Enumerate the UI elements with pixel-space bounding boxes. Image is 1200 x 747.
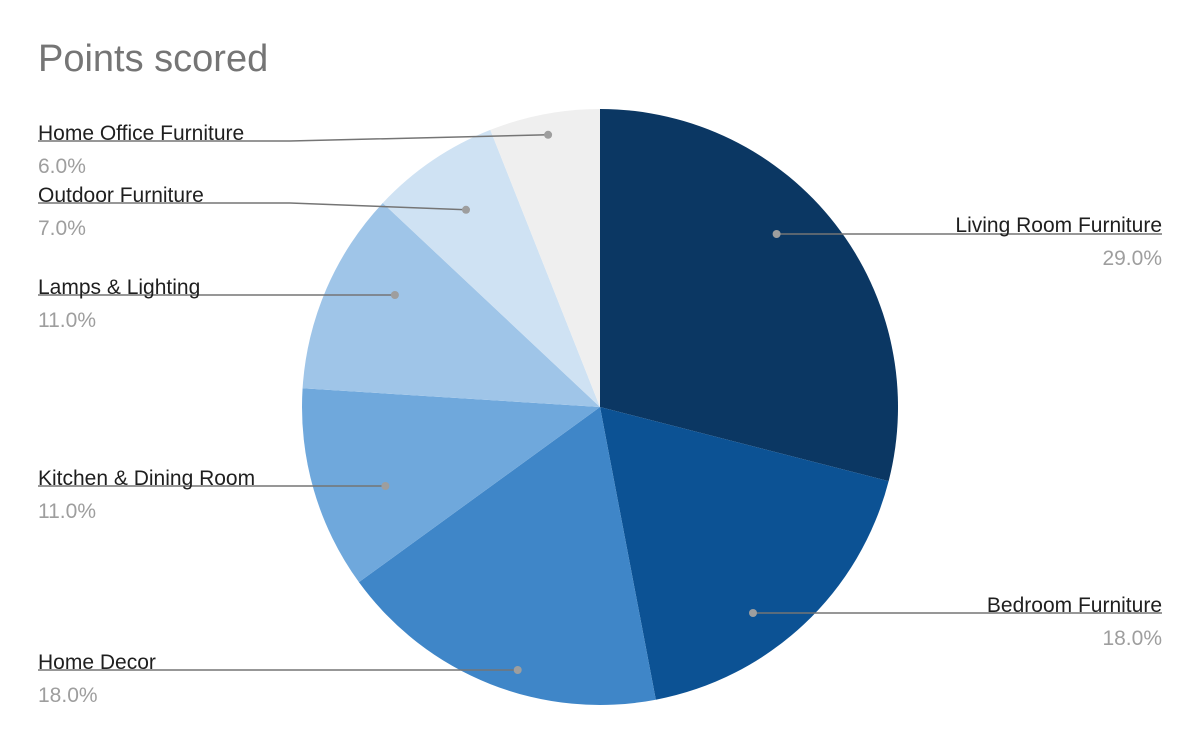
chart-title: Points scored bbox=[38, 38, 269, 80]
slice-percent-bedroom-furniture: 18.0% bbox=[1102, 627, 1162, 650]
slice-percent-kitchen-and-dining-room: 11.0% bbox=[38, 500, 96, 523]
leader-dot-outdoor-furniture bbox=[462, 205, 470, 214]
leader-dot-kitchen-and-dining-room bbox=[381, 482, 390, 490]
leader-dot-living-room-furniture bbox=[772, 230, 781, 238]
slice-percent-home-decor: 18.0% bbox=[38, 684, 98, 707]
pie-slice-home-office-furniture[interactable] bbox=[490, 109, 600, 407]
slice-label-home-decor: Home Decor bbox=[38, 651, 156, 674]
leader-dot-home-office-furniture bbox=[544, 130, 553, 139]
leader-dot-bedroom-furniture bbox=[749, 609, 757, 617]
leader-dot-home-decor bbox=[513, 666, 522, 674]
leader-dot-lamps-and-lighting bbox=[390, 291, 399, 299]
slice-percent-living-room-furniture: 29.0% bbox=[1102, 247, 1162, 270]
pie-slices bbox=[302, 108, 899, 705]
slice-label-living-room-furniture: Living Room Furniture bbox=[955, 214, 1162, 237]
slice-label-lamps-and-lighting: Lamps & Lighting bbox=[38, 276, 200, 299]
pie-slice-outdoor-furniture[interactable] bbox=[382, 129, 600, 407]
pie-slice-home-decor[interactable] bbox=[358, 407, 656, 705]
slice-percent-outdoor-furniture: 7.0% bbox=[38, 217, 86, 240]
pie-slice-bedroom-furniture[interactable] bbox=[600, 407, 889, 700]
pie-slice-living-room-furniture[interactable] bbox=[600, 108, 899, 482]
slice-label-kitchen-and-dining-room: Kitchen & Dining Room bbox=[38, 467, 255, 490]
leader-line-home-office-furniture bbox=[38, 134, 549, 142]
slice-label-bedroom-furniture: Bedroom Furniture bbox=[987, 594, 1162, 617]
leader-line-outdoor-furniture bbox=[38, 202, 467, 211]
pie-labels: Living Room Furniture 29.0% Bedroom Furnit… bbox=[38, 122, 1162, 707]
pie-slice-kitchen-and-dining-room[interactable] bbox=[302, 388, 600, 583]
slice-percent-home-office-furniture: 6.0% bbox=[38, 155, 86, 178]
slice-percent-lamps-and-lighting: 11.0% bbox=[38, 309, 96, 332]
pie-slice-lamps-and-lighting[interactable] bbox=[302, 203, 600, 407]
slice-label-outdoor-furniture: Outdoor Furniture bbox=[38, 184, 204, 207]
slice-label-home-office-furniture: Home Office Furniture bbox=[38, 122, 244, 145]
